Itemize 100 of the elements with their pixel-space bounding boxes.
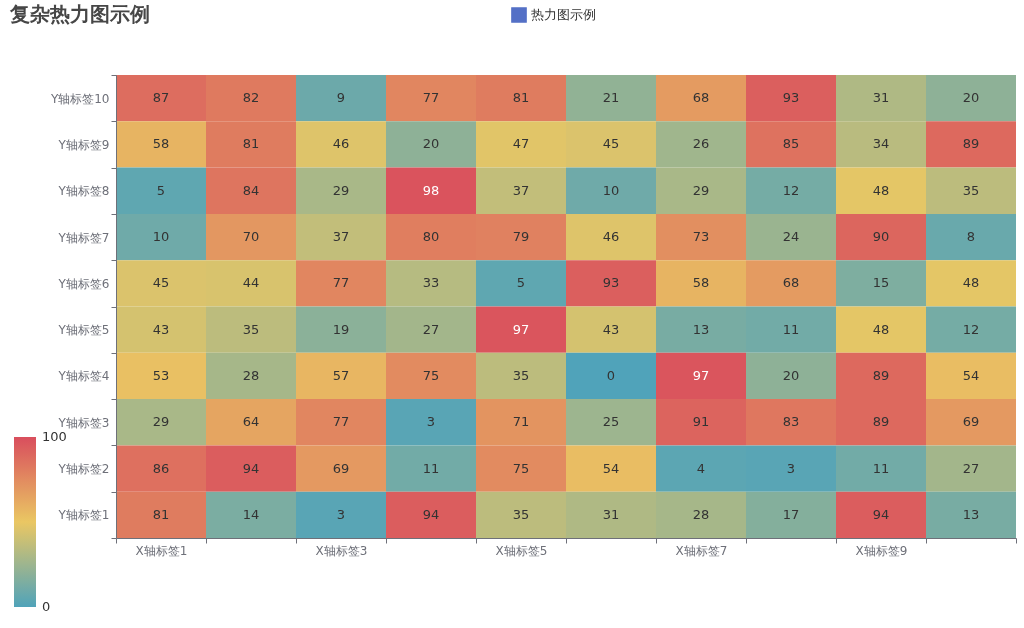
data-label: 11	[872, 460, 890, 476]
data-label: 93	[602, 275, 620, 291]
y-tick-label: Y轴标签1	[57, 508, 110, 523]
data-label: 25	[602, 414, 620, 430]
data-label: 83	[782, 414, 800, 430]
data-label: 54	[602, 460, 620, 476]
data-label: 43	[602, 321, 620, 337]
data-label: 70	[242, 229, 260, 245]
data-label: 94	[872, 506, 890, 522]
color-bar-label: 100	[42, 429, 67, 444]
data-label: 31	[872, 90, 890, 106]
data-label: 79	[512, 229, 530, 245]
data-label: 3	[336, 506, 346, 522]
data-label: 45	[602, 136, 620, 152]
data-label: 11	[422, 460, 440, 476]
data-label: 26	[692, 136, 710, 152]
data-label: 33	[422, 275, 440, 291]
data-label: 81	[242, 136, 260, 152]
data-label: 89	[872, 414, 890, 430]
data-label: 20	[782, 367, 800, 383]
data-label: 13	[962, 506, 980, 522]
data-label: 97	[692, 367, 710, 383]
data-label: 15	[872, 275, 890, 291]
legend-title: 热力图示例	[531, 7, 596, 22]
chart-title: 复杂热力图示例	[9, 2, 150, 26]
data-label: 5	[156, 182, 166, 198]
y-tick-label: Y轴标签2	[57, 462, 110, 477]
data-label: 29	[332, 182, 350, 198]
data-label: 12	[962, 321, 980, 337]
data-label: 71	[512, 414, 530, 430]
data-label: 43	[152, 321, 170, 337]
data-label: 90	[872, 229, 890, 245]
data-label: 11	[782, 321, 800, 337]
data-label: 46	[602, 229, 620, 245]
data-label: 29	[692, 182, 710, 198]
data-label: 10	[602, 182, 620, 198]
data-label: 87	[152, 90, 170, 106]
data-label: 48	[872, 321, 890, 337]
data-label: 89	[962, 136, 980, 152]
data-label: 86	[152, 460, 170, 476]
y-tick-label: Y轴标签8	[57, 184, 110, 199]
data-label: 19	[332, 321, 350, 337]
data-label: 27	[422, 321, 440, 337]
data-label: 27	[962, 460, 980, 476]
data-label: 37	[332, 229, 350, 245]
data-label: 17	[782, 506, 800, 522]
data-label: 3	[786, 460, 796, 476]
data-label: 93	[782, 90, 800, 106]
data-label: 3	[426, 414, 436, 430]
data-label: 21	[602, 90, 620, 106]
data-label: 20	[422, 136, 440, 152]
data-label: 91	[692, 414, 710, 430]
x-tick-label: X轴标签5	[495, 543, 548, 558]
data-label: 29	[152, 414, 170, 430]
data-label: 8	[966, 229, 976, 245]
data-label: 13	[692, 321, 710, 337]
data-label: 89	[872, 367, 890, 383]
data-label: 31	[602, 506, 620, 522]
data-label: 85	[782, 136, 800, 152]
data-label: 68	[692, 90, 710, 106]
data-label: 45	[152, 275, 170, 291]
data-label: 75	[422, 367, 440, 383]
data-label: 24	[782, 229, 800, 245]
color-bar-label: 0	[42, 599, 51, 614]
data-label: 53	[152, 367, 170, 383]
data-label: 37	[512, 182, 530, 198]
data-label: 64	[242, 414, 260, 430]
data-label: 98	[422, 182, 440, 198]
data-label: 35	[242, 321, 260, 337]
data-label: 20	[962, 90, 980, 106]
data-label: 35	[512, 367, 530, 383]
data-label: 58	[152, 136, 170, 152]
data-label: 94	[422, 506, 440, 522]
data-label: 48	[872, 182, 890, 198]
data-label: 80	[422, 229, 440, 245]
data-label: 81	[512, 90, 530, 106]
data-label: 48	[962, 275, 980, 291]
data-label: 47	[512, 136, 530, 152]
y-tick-label: Y轴标签9	[57, 137, 110, 152]
data-label: 69	[962, 414, 980, 430]
data-label: 97	[512, 321, 530, 337]
x-tick-label: X轴标签7	[675, 543, 728, 558]
data-label: 14	[242, 506, 260, 522]
y-tick-label: Y轴标签3	[57, 415, 110, 430]
data-label: 77	[332, 275, 350, 291]
data-label: 77	[422, 90, 440, 106]
data-label: 9	[336, 90, 346, 106]
data-label: 73	[692, 229, 710, 245]
data-label: 28	[242, 367, 260, 383]
data-label: 82	[242, 90, 260, 106]
data-label: 46	[332, 136, 350, 152]
data-label: 81	[152, 506, 170, 522]
data-label: 28	[692, 506, 710, 522]
data-label: 35	[962, 182, 980, 198]
data-label: 34	[872, 136, 890, 152]
y-tick-label: Y轴标签7	[57, 230, 110, 245]
data-label: 75	[512, 460, 530, 476]
data-label: 44	[242, 275, 260, 291]
data-label: 94	[242, 460, 260, 476]
y-tick-label: Y轴标签10	[49, 91, 110, 106]
